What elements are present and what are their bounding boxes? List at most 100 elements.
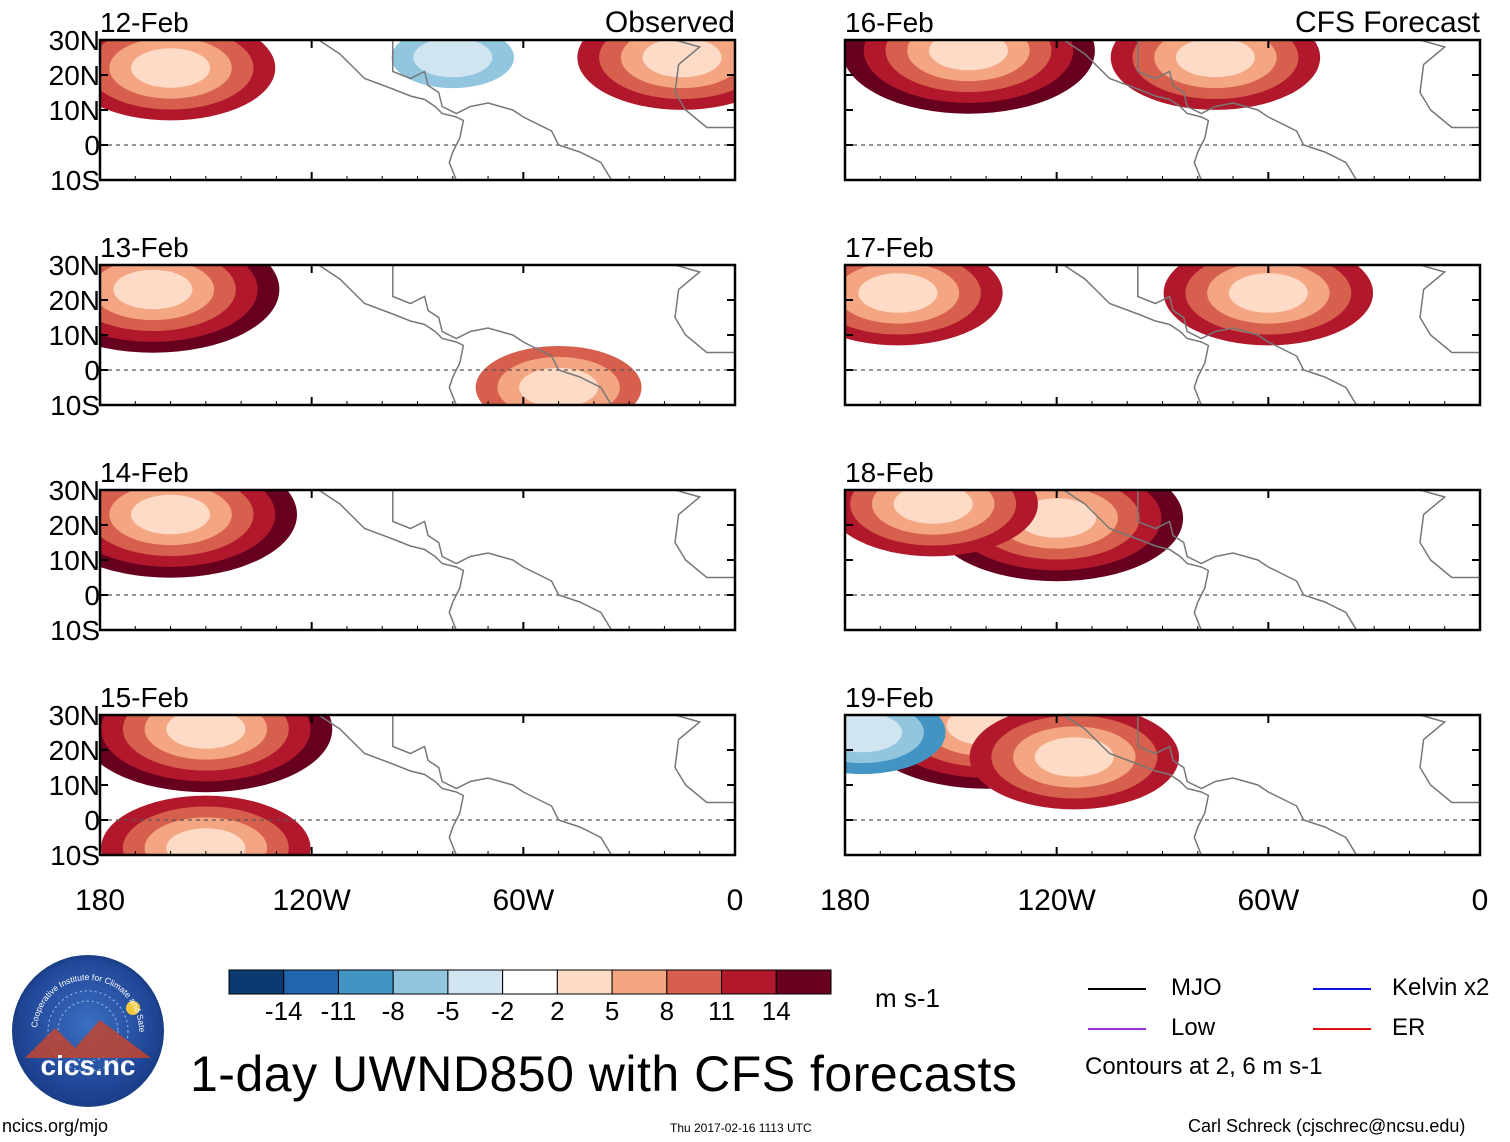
colorbar-tick-label: 2	[550, 996, 565, 1026]
y-tick-label: 30N	[49, 250, 100, 281]
wind-anomaly-cell	[166, 715, 246, 749]
coastline	[318, 490, 465, 630]
x-tick-label: 0	[1472, 884, 1489, 917]
y-tick-label: 0	[84, 580, 100, 611]
panel-15-Feb: 30N 20N 10N 0 10S 15-Feb 180 120W 60W 0	[49, 682, 744, 917]
y-tick-label: 10S	[50, 165, 100, 196]
y-tick-label: 20N	[49, 735, 100, 766]
panels-layer: 30N 20N 10N 0 10S 12-Feb Observed 30N 20N 10N 0 10S…	[49, 6, 1489, 917]
wind-anomaly-cell	[928, 40, 1008, 71]
legend-label-er: ER	[1392, 1014, 1426, 1041]
coastline	[1063, 265, 1210, 405]
y-tick-label: 10S	[50, 390, 100, 421]
coastline	[674, 40, 735, 129]
y-tick-label: 20N	[49, 285, 100, 316]
panel-date-label: 17-Feb	[845, 232, 934, 263]
y-tick-label: 30N	[49, 25, 100, 56]
coastline	[318, 40, 465, 180]
panel-date-label: 16-Feb	[845, 7, 934, 38]
wind-anomaly-cell	[642, 40, 722, 78]
colorbar-bin	[721, 969, 777, 995]
colorbar-tick-label: -2	[491, 996, 515, 1026]
legend-line-mjo	[1088, 988, 1146, 990]
y-tick-label: 0	[84, 355, 100, 386]
wind-anomaly-cell	[845, 715, 903, 753]
coastline	[392, 40, 613, 180]
colorbar-tick-label: 14	[761, 996, 791, 1026]
coastline	[1419, 40, 1480, 129]
y-tick-label: 0	[84, 130, 100, 161]
wind-anomaly-cell	[131, 48, 211, 88]
y-tick-label: 20N	[49, 510, 100, 541]
panel-date-label: 18-Feb	[845, 457, 934, 488]
legend-label-low: Low	[1171, 1014, 1216, 1041]
y-tick-label: 10S	[50, 615, 100, 646]
coastline	[318, 265, 465, 405]
coastline	[1063, 490, 1210, 630]
colorbar-bin	[775, 969, 832, 995]
legend-line-er	[1313, 1028, 1371, 1030]
wind-anomaly-cell	[413, 40, 493, 78]
logo-graphic: Cooperative Institute for Climate and Sa…	[15, 958, 151, 1072]
colorbar-bin	[392, 969, 449, 995]
panel-source-label: CFS Forecast	[1295, 6, 1481, 39]
legend-line-low	[1088, 1028, 1146, 1030]
colorbar-bin	[283, 969, 339, 995]
panel-date-label: 19-Feb	[845, 682, 934, 713]
colorbar-bin	[502, 969, 558, 995]
coastline	[1137, 715, 1358, 855]
panel-date-label: 14-Feb	[100, 457, 189, 488]
coastline	[1419, 490, 1480, 579]
y-tick-label: 10N	[49, 770, 100, 801]
y-tick-label: 30N	[49, 475, 100, 506]
panel-13-Feb: 30N 20N 10N 0 10S 13-Feb	[49, 232, 737, 421]
wind-anomaly-cell	[858, 273, 938, 313]
legend-line-kelvin	[1313, 988, 1371, 990]
wind-anomaly-cell	[166, 828, 246, 855]
wind-anomaly-cell	[1034, 737, 1114, 777]
coastline	[392, 490, 613, 630]
colorbar-tick-label: -5	[436, 996, 460, 1026]
coastline	[1137, 265, 1358, 405]
panel-12-Feb: 30N 20N 10N 0 10S 12-Feb Observed	[49, 6, 737, 196]
coastline	[1063, 715, 1210, 855]
x-tick-label: 120W	[272, 884, 351, 917]
colorbar-bin	[556, 969, 613, 995]
wind-anomaly-cell	[1175, 40, 1255, 78]
wind-anomaly-cell	[131, 494, 211, 535]
panel-source-label: Observed	[605, 6, 735, 39]
coastline	[674, 490, 735, 579]
x-tick-label: 120W	[1017, 884, 1096, 917]
coastline	[1137, 490, 1358, 630]
coastline	[1063, 40, 1210, 180]
legend-label-kelvin: Kelvin x2	[1392, 974, 1490, 1001]
y-tick-label: 30N	[49, 700, 100, 731]
colorbar-bin	[337, 969, 394, 995]
colorbar-tick-label: -14	[264, 996, 303, 1026]
wind-anomaly-cell	[893, 490, 973, 524]
colorbar-tick-label: 11	[708, 996, 736, 1026]
x-tick-label: 60W	[1237, 884, 1299, 917]
y-tick-label: 10N	[49, 95, 100, 126]
colorbar-bin	[666, 969, 723, 995]
colorbar-tick-label: 5	[604, 996, 620, 1026]
colorbar-bin	[611, 969, 668, 995]
coastline	[674, 265, 735, 354]
panel-date-label: 15-Feb	[100, 682, 189, 713]
legend-label-mjo: MJO	[1171, 974, 1222, 1001]
coastline	[318, 715, 465, 855]
colorbar-tick-label: -8	[381, 996, 405, 1026]
y-tick-label: 0	[84, 805, 100, 836]
y-tick-label: 10N	[49, 545, 100, 576]
wind-anomaly-cell	[1228, 273, 1308, 313]
wind-anomaly-cell	[113, 269, 193, 310]
coastline	[1419, 715, 1480, 804]
colorbar	[228, 969, 832, 995]
colorbar-tick-label: 8	[659, 996, 675, 1026]
y-tick-label: 10S	[50, 840, 100, 871]
footer-timestamp: Thu 2017-02-16 1113 UTC	[670, 1121, 812, 1135]
panel-date-label: 13-Feb	[100, 232, 189, 263]
panel-17-Feb: 17-Feb	[843, 232, 1482, 407]
panel-19-Feb: 19-Feb 180 120W 60W 0	[820, 682, 1489, 917]
